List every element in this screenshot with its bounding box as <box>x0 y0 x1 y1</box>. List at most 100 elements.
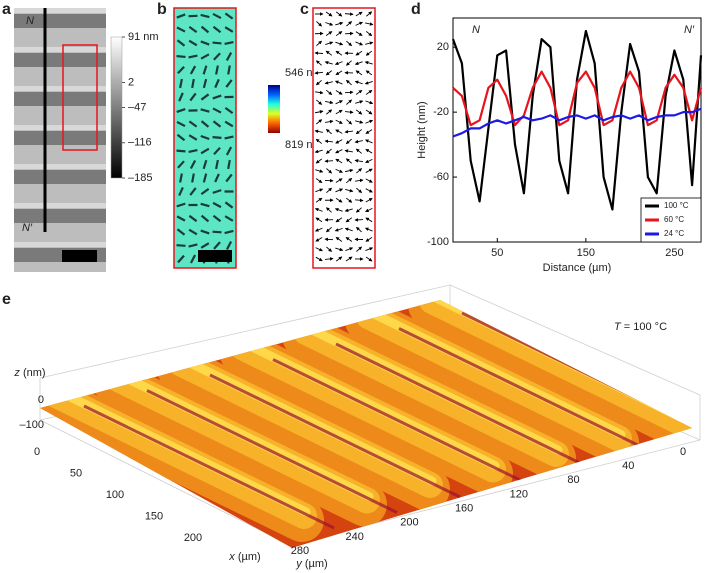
vector-arrow <box>346 21 353 27</box>
vector-arrow <box>324 81 333 85</box>
director <box>224 26 234 33</box>
vector-arrow <box>365 168 373 173</box>
y-tick-label: -20 <box>433 106 449 118</box>
vector-arrow <box>345 256 353 262</box>
colorbar <box>110 36 123 179</box>
director <box>202 173 208 183</box>
vector-arrow <box>325 89 333 95</box>
vector-arrow <box>316 40 323 47</box>
legend-label: 24 °C <box>664 229 684 238</box>
director <box>200 187 210 196</box>
director <box>200 242 210 249</box>
vector-arrow <box>356 246 363 252</box>
director <box>224 201 234 209</box>
vector-arrow <box>335 129 343 134</box>
valley <box>272 358 524 483</box>
vector-arrow <box>365 256 373 262</box>
valley <box>83 404 335 530</box>
director <box>224 120 234 128</box>
zlabel-axis-label: z (nm) <box>13 367 45 379</box>
director <box>189 160 197 169</box>
stripe <box>14 53 106 67</box>
director <box>212 230 222 234</box>
director <box>213 146 221 156</box>
vector-arrow <box>325 31 333 37</box>
y-tick-label: 120 <box>510 488 528 500</box>
vector-arrow <box>365 207 373 213</box>
surface <box>40 300 692 548</box>
vector-arrow <box>344 208 353 212</box>
vector-arrow <box>344 12 354 16</box>
vector-arrow <box>334 80 343 85</box>
director <box>188 25 198 34</box>
vector-arrow <box>355 50 363 56</box>
y-tick-label: 280 <box>291 545 309 557</box>
director <box>212 41 222 45</box>
panel-label: e <box>2 291 11 308</box>
vector-arrow <box>345 79 352 86</box>
director <box>200 134 210 141</box>
vector-arrow <box>346 119 353 125</box>
vector-arrow <box>365 188 373 193</box>
director <box>200 147 210 155</box>
director <box>189 92 197 102</box>
director <box>224 106 234 115</box>
y-tick-label: 240 <box>346 531 364 543</box>
vector-arrow <box>355 31 363 36</box>
marker-label: N′ <box>684 24 695 36</box>
vector-arrow <box>335 100 343 105</box>
vector-arrow <box>335 256 343 262</box>
x-tick-label: 150 <box>145 510 163 522</box>
vector-arrow <box>365 50 373 56</box>
director <box>200 25 210 34</box>
director <box>212 120 222 128</box>
vector-arrow <box>324 139 334 144</box>
vector-arrow <box>315 188 324 193</box>
vector-arrow <box>365 158 373 164</box>
vector-arrow <box>345 178 353 184</box>
director <box>224 215 234 222</box>
vector-arrow <box>364 61 373 65</box>
vector-arrow <box>354 218 364 222</box>
director <box>212 136 222 139</box>
vector-arrow <box>365 237 373 242</box>
ridge <box>114 370 374 501</box>
marker-label: N <box>26 15 34 27</box>
vector-arrow <box>325 148 332 154</box>
director <box>177 254 185 264</box>
director <box>176 107 186 114</box>
stripe <box>14 47 106 52</box>
annotation-text: = 100 °C <box>621 321 667 333</box>
xlabel-axis-label: x (µm) <box>228 551 260 563</box>
director <box>224 135 234 140</box>
vector-arrow <box>365 197 373 203</box>
vector-arrow <box>355 70 363 76</box>
x-tick-label: 0 <box>34 446 40 458</box>
director <box>215 159 219 170</box>
stripe <box>14 8 106 13</box>
director <box>188 39 198 47</box>
colorbar-tick-label: –185 <box>128 172 152 184</box>
scale-bar <box>62 250 97 262</box>
director <box>227 159 231 170</box>
director <box>214 173 220 183</box>
director <box>225 240 233 251</box>
vector-arrow <box>335 197 343 203</box>
vector-arrow <box>325 22 334 26</box>
director <box>176 54 186 59</box>
vector-arrow <box>314 149 323 154</box>
vector-arrow <box>356 168 363 174</box>
vector-arrow <box>335 139 343 144</box>
legend-label: 60 °C <box>664 215 684 224</box>
vector-arrow <box>334 208 343 212</box>
director <box>225 52 233 61</box>
axis-unit: (µm) <box>235 551 261 563</box>
data-line <box>451 29 703 211</box>
vector-arrow <box>354 159 363 163</box>
vector-arrow <box>314 71 324 75</box>
director <box>188 120 198 128</box>
vector-arrow <box>324 61 333 65</box>
legend-label: 100 °C <box>664 201 689 210</box>
director <box>212 25 222 34</box>
